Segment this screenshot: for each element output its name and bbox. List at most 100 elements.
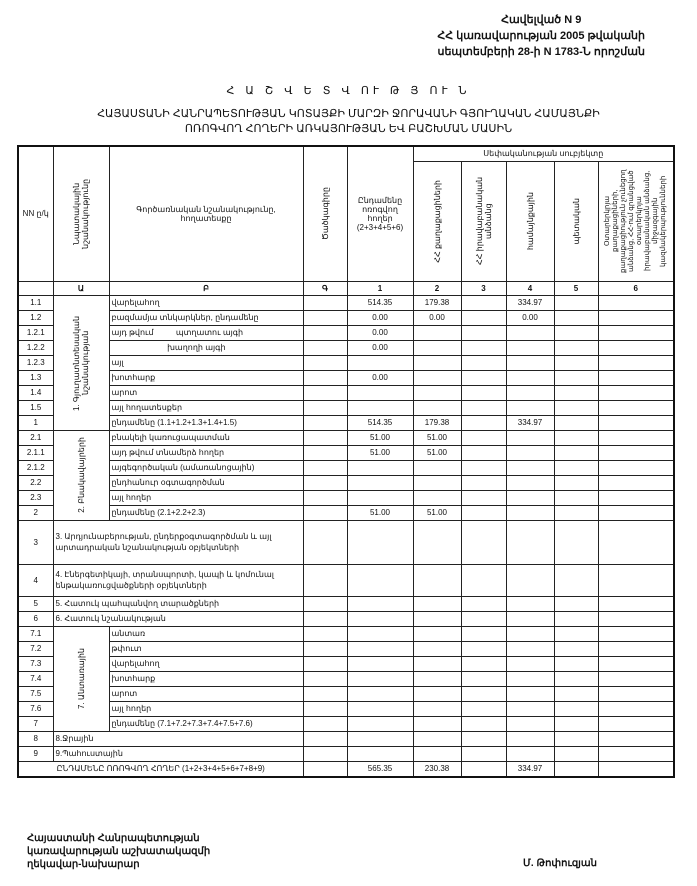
value-cell: 0.00 [505, 309, 555, 326]
value-cell [412, 745, 462, 762]
value-cell [412, 730, 462, 747]
row-number: 1.4 [17, 384, 54, 401]
row-name: բնակելի կառուցապատման [108, 429, 304, 446]
value-cell: 51.00 [346, 444, 414, 461]
row-name: 3. Արդյունաբերության, ընդերքօգտագործման … [52, 519, 304, 565]
value-cell [505, 655, 555, 672]
annex-line: ՀՀ կառավարության 2005 թվականի [437, 30, 645, 42]
value-cell [412, 399, 462, 416]
header-purpose-text: Նպատակային նշանակությունը [72, 178, 90, 249]
value-cell [505, 384, 555, 401]
value-cell [460, 760, 507, 777]
value-cell [346, 715, 414, 732]
code-cell [302, 339, 348, 356]
value-cell [412, 685, 462, 702]
row-number: 4 [17, 563, 54, 597]
table-row: 1.2.2 խաղողի այգի 0.00 [17, 339, 675, 356]
table-row: 1.2 բազմամյա տնկարկներ, ընդամենը 0.00 0.00 0… [17, 309, 675, 326]
row-number: 7.4 [17, 670, 54, 687]
row-number: 7.5 [17, 685, 54, 702]
value-cell [346, 640, 414, 657]
value-cell [346, 685, 414, 702]
document-title: Հ Ա Շ Վ Ե Տ Վ ՈՒ Թ Յ ՈՒ Ն [226, 85, 471, 97]
value-cell [346, 670, 414, 687]
value-cell: 230.38 [412, 760, 462, 777]
row-name: այդ թվում տնամերձ հողեր [108, 444, 304, 461]
value-cell: 51.00 [412, 444, 462, 461]
header-c3: ՀՀ իրավաբանական անձանց [460, 160, 507, 282]
value-cell [597, 760, 675, 777]
value-cell [346, 489, 414, 506]
row-number: 2.1.1 [17, 444, 54, 461]
value-cell [412, 655, 462, 672]
row-name: արոտ [108, 685, 304, 702]
value-cell [597, 655, 675, 672]
table-row: 1 ընդամենը (1.1+1.2+1.3+1.4+1.5) 514.35 179… [17, 414, 675, 431]
code-cell [302, 399, 348, 416]
value-cell [597, 414, 675, 431]
value-cell [346, 700, 414, 717]
value-cell [412, 563, 462, 597]
value-cell [412, 595, 462, 612]
value-cell [553, 760, 599, 777]
value-cell [553, 625, 599, 642]
row-number: 3 [17, 519, 54, 565]
value-cell [553, 563, 599, 597]
row-name: վարելահող [108, 655, 304, 672]
value-cell [505, 670, 555, 687]
footer-line: Հայաստանի Հանրապետության [27, 833, 200, 844]
value-cell [553, 655, 599, 672]
column-index: Ա [52, 280, 110, 296]
value-cell [553, 324, 599, 341]
value-cell [460, 384, 507, 401]
value-cell [346, 384, 414, 401]
value-cell [460, 640, 507, 657]
value-cell [460, 715, 507, 732]
value-cell [505, 504, 555, 521]
code-cell [302, 459, 348, 476]
value-cell [412, 625, 462, 642]
value-cell [460, 354, 507, 371]
table-row: 2.3 այլ հողեր [17, 489, 675, 506]
value-cell [553, 399, 599, 416]
value-cell [412, 519, 462, 565]
value-cell [553, 429, 599, 446]
code-cell [302, 354, 348, 371]
value-cell [412, 715, 462, 732]
header-c6: Օտարերկրյա քաղաքացիների, քաղաքացիություն… [597, 160, 675, 282]
table-row: 9 9.Պահուստային [17, 745, 675, 762]
table-row: 1.2.1 այդ թվում պտղատու այգի 0.00 [17, 324, 675, 341]
code-cell [302, 414, 348, 431]
value-cell [460, 309, 507, 326]
value-cell [553, 384, 599, 401]
value-cell [460, 429, 507, 446]
table-row: 4 4. Էներգետիկայի, տրանսպորտի, կապի և կոմ… [17, 563, 675, 597]
code-cell [302, 700, 348, 717]
value-cell [553, 519, 599, 565]
group-label: 7. Անտառային [52, 625, 110, 732]
value-cell: 334.97 [505, 760, 555, 777]
value-cell [553, 700, 599, 717]
value-cell [597, 685, 675, 702]
value-cell [553, 414, 599, 431]
table-row: 7.1 7. Անտառային անտառ [17, 625, 675, 732]
row-number: 7.3 [17, 655, 54, 672]
row-number: 2.2 [17, 474, 54, 491]
table-row: 2.1 2. Բնակավայրերի բնակելի կառուցապատման 5… [17, 429, 675, 521]
value-cell [597, 369, 675, 386]
value-cell [597, 625, 675, 642]
value-cell [412, 489, 462, 506]
column-index: Բ [108, 280, 304, 296]
value-cell [553, 730, 599, 747]
value-cell [346, 459, 414, 476]
value-cell: 514.35 [346, 294, 414, 311]
row-name: ընդամենը (7.1+7.2+7.3+7.4+7.5+7.6) [108, 715, 304, 732]
value-cell [346, 595, 414, 612]
value-cell [505, 489, 555, 506]
row-name: 9.Պահուստային [52, 745, 304, 762]
header-nn: NN ը/կ [17, 145, 54, 282]
header-code-text: Ծածկագիրը [320, 187, 330, 241]
value-cell: 51.00 [346, 504, 414, 521]
group-label-text: 7. Անտառային [76, 648, 86, 709]
row-number: 1.5 [17, 399, 54, 416]
